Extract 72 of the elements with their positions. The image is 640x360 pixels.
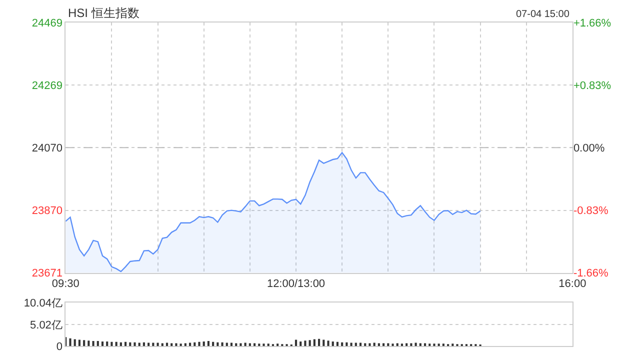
y-tick-label: 23671	[32, 268, 62, 280]
bar	[240, 343, 242, 346]
y-tick-label: 23870	[32, 205, 62, 218]
y2-tick-label: -1.66%	[573, 268, 609, 280]
bar	[69, 338, 72, 346]
bar	[424, 343, 426, 346]
bar	[313, 339, 316, 346]
bar	[378, 343, 380, 346]
bar	[387, 343, 390, 346]
bar	[202, 341, 205, 346]
bar	[92, 341, 94, 346]
bar	[318, 338, 320, 346]
bar	[83, 340, 86, 346]
bar	[180, 344, 182, 346]
bar	[88, 340, 90, 346]
bar	[175, 343, 178, 346]
bar	[438, 344, 440, 346]
bar	[332, 341, 334, 346]
bar	[235, 343, 238, 346]
y2-tick-label: +0.83%	[573, 80, 612, 92]
bar	[248, 343, 251, 346]
y2-tick-label: -0.83%	[573, 205, 609, 218]
bar	[258, 344, 260, 346]
bar	[78, 340, 80, 346]
bar	[327, 340, 330, 346]
x-tick-label: 12:00/13:00	[266, 278, 326, 290]
bar	[400, 344, 404, 346]
bar	[392, 344, 394, 346]
bar	[262, 344, 265, 346]
bar	[156, 342, 159, 346]
bar	[74, 339, 76, 346]
bar	[308, 340, 311, 346]
bar	[442, 344, 444, 346]
text: 07-04 15:00	[516, 9, 570, 20]
y-tick-label: 24469	[32, 17, 62, 30]
bar	[410, 343, 412, 346]
bar	[101, 341, 104, 346]
bar	[198, 342, 200, 346]
bar	[96, 341, 99, 346]
bar	[221, 342, 224, 346]
bar	[452, 344, 454, 346]
bar	[406, 343, 408, 346]
bar	[300, 341, 302, 346]
bar	[368, 343, 371, 346]
y-tick-label: 5.02亿	[30, 319, 62, 332]
bar	[304, 340, 306, 346]
y-tick-label: 24269	[32, 80, 62, 92]
bar	[382, 343, 385, 346]
bar	[134, 342, 136, 346]
y2-tick-label: 0.00%	[573, 142, 605, 154]
bar	[433, 344, 436, 346]
bar	[419, 343, 422, 346]
bar	[207, 341, 210, 346]
bar	[428, 344, 431, 346]
x-tick-label: 09:30	[52, 278, 80, 290]
y-tick-label: 24070	[32, 142, 62, 154]
y2-tick-label: +1.66%	[573, 17, 612, 30]
bar	[322, 340, 325, 346]
bar	[276, 344, 279, 346]
x-tick-label: 16:00	[558, 278, 586, 290]
bar	[161, 343, 164, 346]
bar	[294, 340, 298, 346]
bar	[364, 343, 366, 346]
y-tick-label: 10.04亿	[24, 298, 62, 310]
bar	[170, 343, 173, 346]
chart-title: HSI 恒生指数	[68, 6, 140, 20]
y-tick-label: 0	[56, 341, 62, 354]
bar	[106, 341, 108, 346]
bar	[267, 344, 270, 346]
bar	[396, 343, 398, 346]
bar	[184, 343, 186, 346]
bar	[254, 343, 256, 346]
